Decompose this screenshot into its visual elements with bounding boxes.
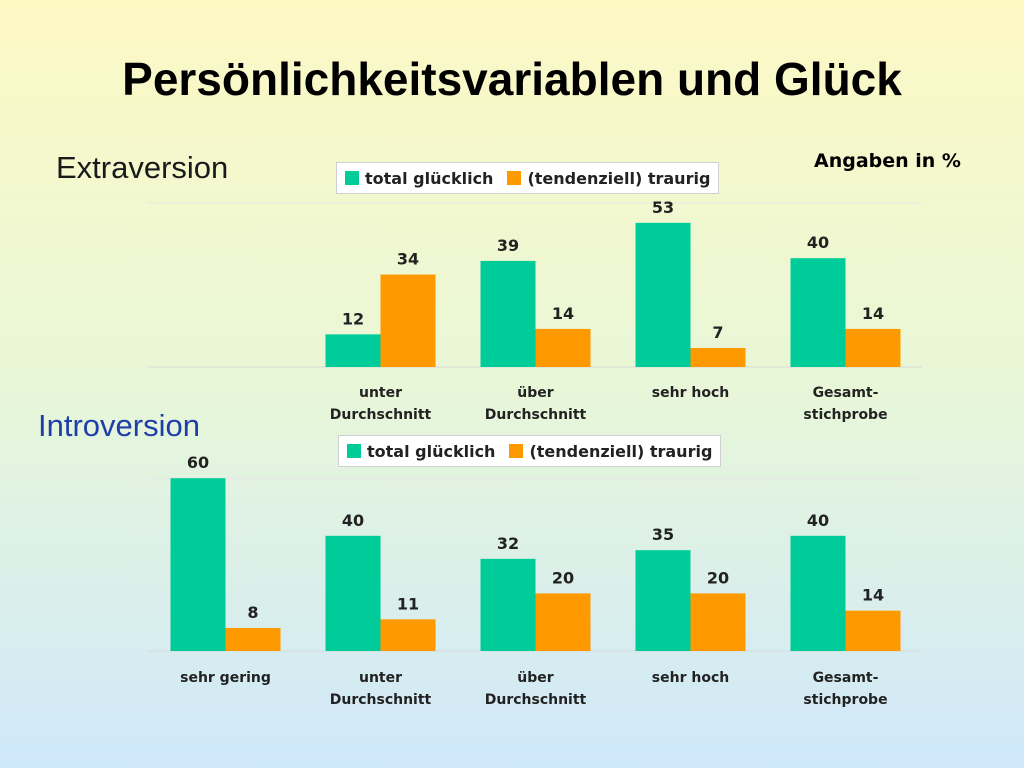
data-label-traurig-4: 20 — [707, 568, 729, 587]
data-label-traurig-1: 34 — [397, 250, 419, 269]
category-label-2: Durchschnitt — [485, 407, 587, 423]
bar-gluecklich-4 — [635, 550, 691, 651]
category-label-4: stichprobe — [803, 407, 887, 423]
bar-traurig-1 — [380, 274, 436, 367]
bar-traurig-4 — [690, 593, 746, 651]
data-label-gluecklich-2: 39 — [497, 236, 519, 255]
legend-swatch-gluecklich — [347, 444, 361, 458]
bar-traurig-2 — [380, 619, 436, 651]
legend-swatch-traurig — [509, 444, 524, 458]
data-label-traurig-4: 14 — [862, 304, 884, 323]
data-label-traurig-2: 14 — [552, 304, 574, 323]
data-label-gluecklich-5: 40 — [807, 511, 829, 530]
legend-item-traurig: (tendenziell) traurig — [507, 169, 710, 188]
data-label-traurig-3: 7 — [712, 323, 723, 342]
data-label-gluecklich-3: 32 — [497, 534, 519, 553]
legend-label-traurig: (tendenziell) traurig — [527, 168, 711, 188]
legend-label-gluecklich: total glücklich — [367, 441, 496, 461]
bar-traurig-3 — [690, 347, 746, 367]
category-label-2: über — [517, 385, 553, 401]
data-label-gluecklich-4: 40 — [807, 233, 829, 252]
section-label-introversion: Introversion — [38, 408, 200, 443]
category-label-1: unter — [359, 385, 402, 401]
bar-gluecklich-5 — [790, 535, 846, 651]
legend-item-traurig: (tendenziell) traurig — [509, 442, 712, 461]
category-label-4: sehr hoch — [652, 670, 729, 686]
legend-item-gluecklich: total glücklich — [345, 169, 493, 188]
data-label-traurig-1: 8 — [247, 603, 258, 622]
bar-gluecklich-1 — [325, 334, 381, 367]
category-label-2: Durchschnitt — [330, 692, 432, 708]
data-label-traurig-2: 11 — [397, 594, 419, 613]
bar-gluecklich-2 — [325, 535, 381, 651]
data-label-gluecklich-2: 40 — [342, 511, 364, 530]
data-label-gluecklich-3: 53 — [652, 198, 674, 217]
bar-gluecklich-3 — [480, 558, 536, 651]
data-label-gluecklich-1: 12 — [342, 309, 364, 328]
legend-item-gluecklich: total glücklich — [347, 442, 495, 461]
bar-traurig-4 — [845, 328, 901, 367]
units-note: Angaben in % — [814, 150, 961, 172]
legend-extraversion: total glücklich (tendenziell) traurig — [336, 162, 720, 194]
legend-introversion: total glücklich (tendenziell) traurig — [338, 435, 722, 467]
category-label-5: Gesamt- — [813, 670, 879, 686]
category-label-3: über — [517, 670, 553, 686]
category-label-1: sehr gering — [180, 670, 271, 686]
category-label-3: sehr hoch — [652, 385, 729, 401]
data-label-gluecklich-4: 35 — [652, 525, 674, 544]
data-label-traurig-5: 14 — [862, 586, 884, 605]
category-label-2: unter — [359, 670, 402, 686]
data-label-traurig-3: 20 — [552, 568, 574, 587]
bar-traurig-5 — [845, 610, 901, 651]
bar-traurig-3 — [535, 593, 591, 651]
legend-label-gluecklich: total glücklich — [365, 168, 494, 188]
bar-gluecklich-3 — [635, 222, 691, 367]
category-label-3: Durchschnitt — [485, 692, 587, 708]
section-label-extraversion: Extraversion — [56, 150, 229, 185]
category-label-5: stichprobe — [803, 692, 887, 708]
legend-swatch-gluecklich — [345, 171, 359, 185]
bar-traurig-2 — [535, 328, 591, 367]
bar-gluecklich-4 — [790, 258, 846, 367]
bar-gluecklich-2 — [480, 260, 536, 367]
legend-swatch-traurig — [507, 171, 522, 185]
bar-gluecklich-1 — [170, 478, 226, 651]
data-label-gluecklich-1: 60 — [187, 453, 209, 472]
page-title: Persönlichkeitsvariablen und Glück — [122, 53, 902, 105]
category-label-4: Gesamt- — [813, 385, 879, 401]
category-label-1: Durchschnitt — [330, 407, 432, 423]
legend-label-traurig: (tendenziell) traurig — [529, 441, 713, 461]
bar-traurig-1 — [225, 627, 281, 651]
